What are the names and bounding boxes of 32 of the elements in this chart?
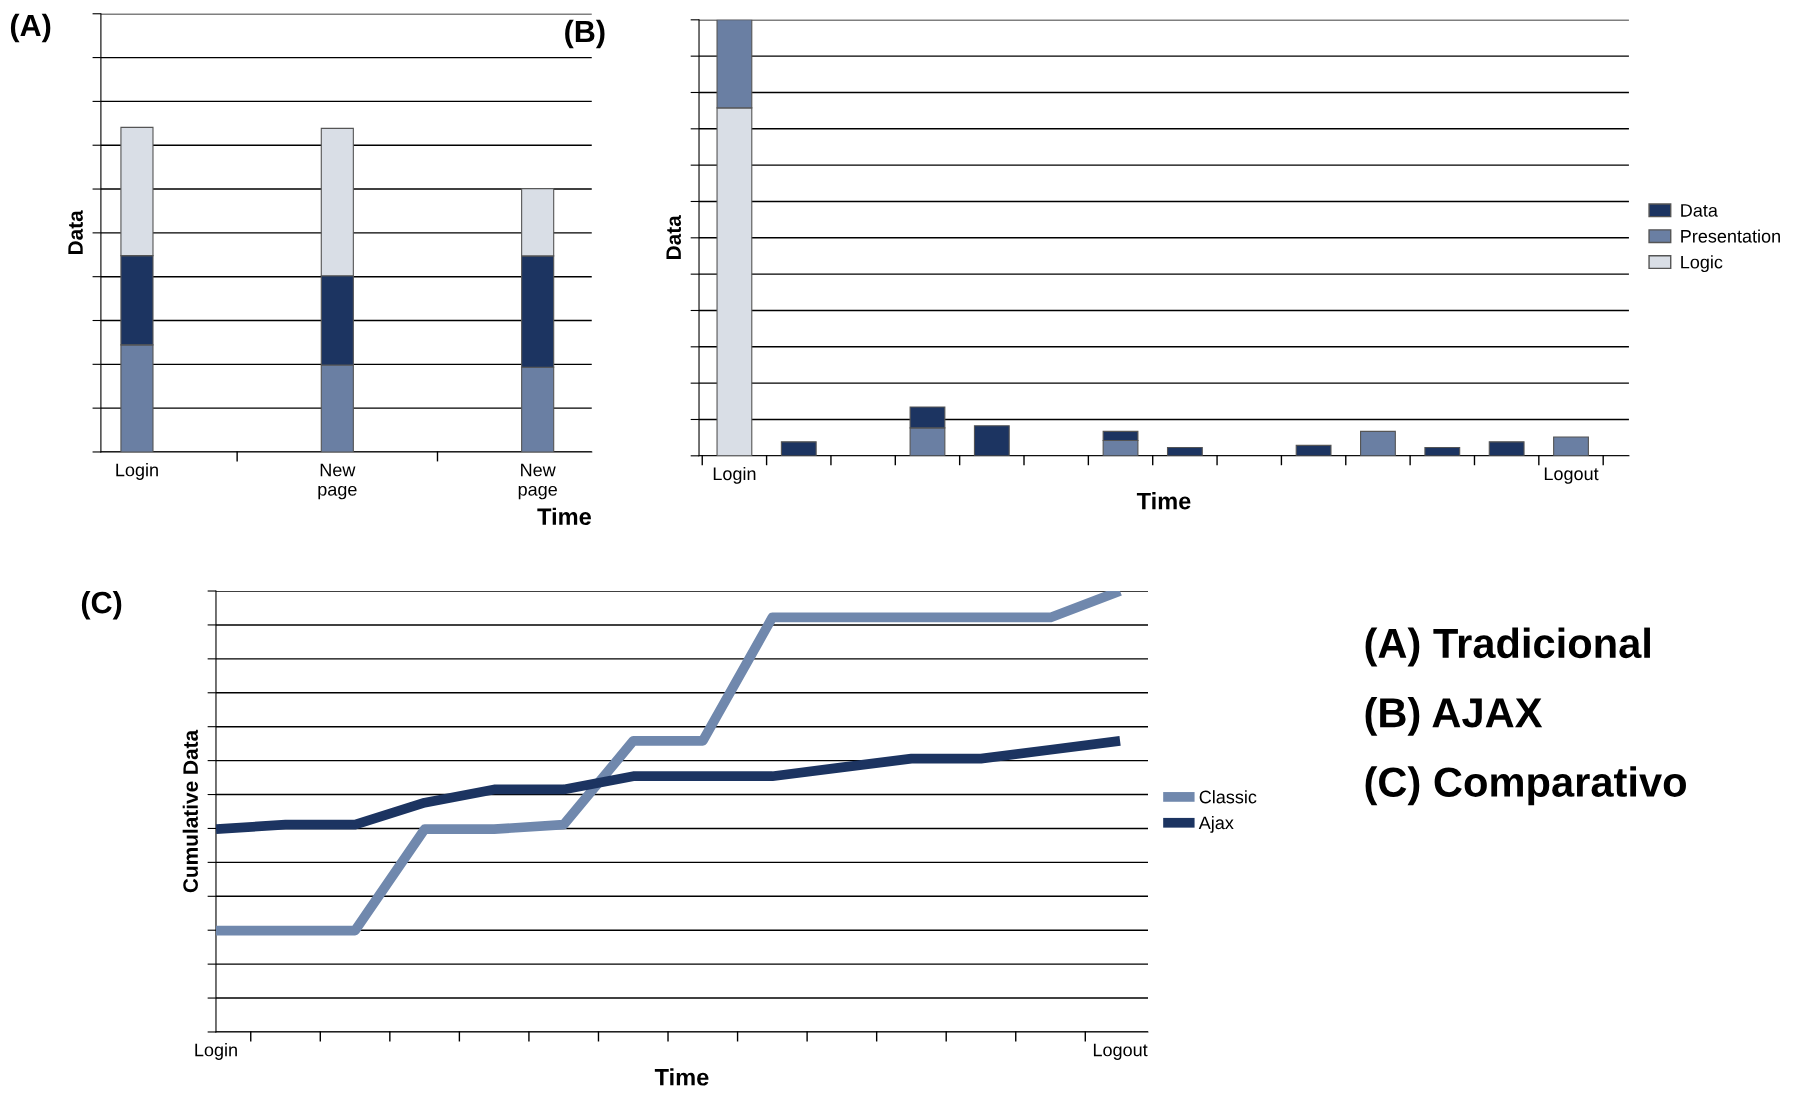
bar xyxy=(1166,446,1203,456)
bar xyxy=(973,425,1010,456)
x-tick-label: Login xyxy=(195,1043,237,1060)
text: (C) Comparativo xyxy=(1365,766,1686,806)
x-tick-label: New page xyxy=(318,463,357,500)
text: (B) AJAX xyxy=(1365,696,1543,736)
legend-label: Presentation xyxy=(1681,229,1780,243)
y-axis-title: Cumulative Data xyxy=(182,729,198,893)
x-tick-label: Logout xyxy=(1544,467,1599,484)
bar xyxy=(780,441,817,456)
text: (A) Tradicional xyxy=(1365,627,1650,667)
x-axis-title: Time xyxy=(654,1068,709,1086)
bar xyxy=(1553,436,1589,456)
x-tick-label: Login xyxy=(713,466,756,484)
legend-label: Logic xyxy=(1681,255,1723,273)
bar xyxy=(1424,446,1461,456)
y-axis-title: Data xyxy=(666,215,682,259)
x-axis-title: Time xyxy=(1136,492,1191,510)
chart-title: (C) xyxy=(81,591,122,620)
legend-label: Data xyxy=(1681,204,1718,217)
bar xyxy=(1360,430,1396,456)
x-tick-label: Login xyxy=(116,463,158,480)
bar xyxy=(1295,444,1332,456)
chart-title: (B) xyxy=(565,19,605,49)
chart-title: (A) xyxy=(10,13,51,43)
legend-label: Classic xyxy=(1199,790,1257,804)
x-axis-title: Time xyxy=(537,507,591,526)
y-axis-title: Data xyxy=(68,210,83,255)
legend-label: Ajax xyxy=(1198,816,1234,833)
x-tick-label: Logout xyxy=(1093,1043,1148,1060)
bar xyxy=(1488,441,1525,456)
x-tick-label: New page xyxy=(518,463,557,500)
